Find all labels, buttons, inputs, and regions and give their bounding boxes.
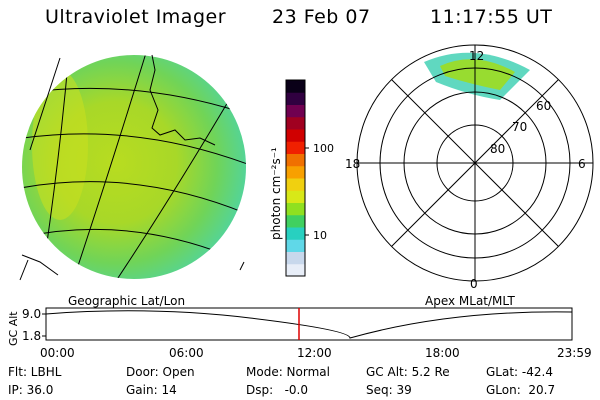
altitude-plot: 9.0 1.8 GC Alt 00:00 06:00 12:00 18:00 2…	[7, 307, 592, 360]
status-glat: GLat: -42.4	[486, 365, 553, 379]
instrument-title: Ultraviolet Imager	[45, 6, 227, 28]
colorbar	[285, 79, 306, 277]
colorbar-tick-100: 100	[313, 142, 334, 155]
colorbar-segment	[286, 178, 305, 191]
mlt-label-6: 6	[578, 157, 586, 171]
colorbar-segment	[286, 104, 305, 118]
colorbar-unit-label: photon cm⁻²s⁻¹	[269, 147, 283, 240]
status-gc-alt: GC Alt: 5.2 Re	[366, 365, 450, 379]
mlt-label-12: 12	[469, 49, 484, 63]
alt-ylabel: GC Alt	[7, 311, 20, 346]
colorbar-segment	[286, 202, 305, 216]
colorbar-ticks	[305, 147, 309, 236]
time-label: 11:17:55 UT	[430, 6, 553, 28]
mlat-label-60: 60	[536, 99, 551, 113]
geo-panel-label: Geographic Lat/Lon	[68, 294, 185, 308]
geographic-image-panel	[19, 54, 246, 281]
status-dsp: Dsp: -0.0	[246, 383, 309, 397]
geo-grid-ticks	[19, 57, 245, 281]
status-glon: GLon: 20.7	[486, 383, 556, 397]
time-tick-0600: 06:00	[169, 346, 204, 360]
colorbar-frame	[285, 79, 306, 277]
colorbar-segment	[286, 141, 305, 154]
colorbar-tick-10: 10	[313, 229, 327, 242]
status-door: Door: Open	[126, 365, 195, 379]
colorbar-segment	[286, 153, 305, 167]
altitude-curve	[45, 310, 573, 339]
time-tick-2359: 23:59	[557, 346, 592, 360]
geo-coastline	[149, 54, 216, 146]
colorbar-segment	[286, 190, 305, 203]
polar-panel: 12 18 6 0 60 70 80	[345, 44, 594, 291]
alt-tick-bottom: 1.8	[22, 329, 41, 343]
geo-coastline-lower	[21, 254, 59, 276]
colorbar-segment	[286, 165, 305, 179]
colorbar-segment	[286, 80, 305, 93]
status-mode: Mode: Normal	[246, 365, 330, 379]
colorbar-segment	[286, 239, 305, 252]
status-gain: Gain: 14	[126, 383, 177, 397]
status-ip: IP: 36.0	[8, 383, 54, 397]
mlat-label-70: 70	[512, 120, 527, 134]
colorbar-segment	[286, 129, 305, 142]
mlt-label-0: 0	[470, 277, 478, 291]
colorbar-segment	[286, 227, 305, 240]
colorbar-segment	[286, 92, 305, 105]
time-tick-1800: 18:00	[425, 346, 460, 360]
mlt-label-18: 18	[345, 157, 360, 171]
time-tick-1200: 12:00	[297, 346, 332, 360]
alt-tick-top: 9.0	[22, 307, 41, 321]
date-label: 23 Feb 07	[272, 6, 371, 28]
altitude-plot-frame	[45, 307, 573, 341]
colorbar-segment	[286, 116, 305, 130]
polar-panel-label: Apex MLat/MLT	[425, 294, 515, 308]
mlat-label-80: 80	[490, 142, 505, 156]
polar-auroral-bright	[440, 59, 515, 90]
status-seq: Seq: 39	[366, 383, 412, 397]
status-flt: Flt: LBHL	[8, 365, 62, 379]
polar-spokes	[357, 45, 593, 281]
colorbar-segment	[286, 214, 305, 228]
colorbar-segment	[286, 263, 305, 277]
time-tick-0000: 00:00	[40, 346, 75, 360]
colorbar-segment	[286, 251, 305, 265]
